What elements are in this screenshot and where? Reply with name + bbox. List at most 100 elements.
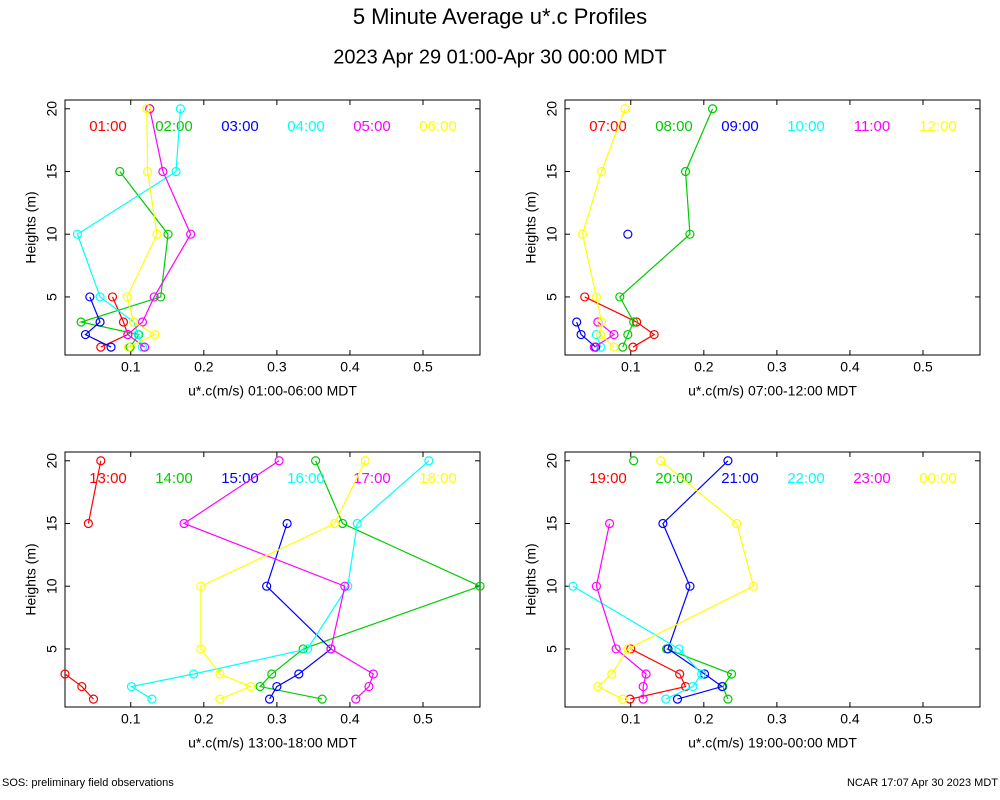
y-tick-label: 5	[544, 645, 560, 653]
data-point	[352, 518, 362, 529]
data-point	[604, 518, 615, 529]
data-point	[156, 292, 166, 302]
data-point	[623, 644, 633, 654]
data-point	[274, 456, 284, 466]
data-point	[150, 329, 160, 340]
series-line	[258, 460, 482, 700]
data-point	[629, 317, 639, 327]
legend-entry: 08:00	[655, 118, 693, 135]
data-point	[723, 456, 733, 466]
data-point	[179, 518, 189, 529]
data-point	[129, 317, 139, 327]
data-point	[699, 669, 710, 679]
data-point	[326, 644, 336, 654]
data-point	[641, 669, 651, 679]
data-point	[145, 104, 155, 114]
x-tick-label: 0.1	[121, 711, 141, 727]
data-point	[302, 644, 313, 654]
legend-entry: 05:00	[353, 118, 391, 135]
data-point	[196, 644, 206, 654]
x-tick-label: 0.5	[913, 711, 933, 727]
data-point	[142, 104, 152, 114]
data-point	[85, 292, 95, 302]
series-line	[634, 461, 732, 699]
data-point	[723, 694, 733, 704]
series-line	[584, 296, 656, 348]
legend-entry: 04:00	[287, 118, 325, 135]
x-tick-label: 0.3	[767, 711, 787, 727]
data-point	[123, 342, 134, 352]
data-point	[685, 581, 695, 591]
y-tick-label: 20	[44, 101, 60, 117]
series-line	[200, 460, 366, 700]
series-line	[76, 108, 182, 348]
data-point	[628, 342, 638, 352]
series-line	[64, 460, 102, 700]
series-line	[78, 171, 169, 348]
x-tick-label: 0.3	[267, 711, 287, 727]
series-line	[126, 108, 192, 348]
data-point	[282, 518, 292, 529]
y-tick-label: 20	[44, 453, 60, 469]
x-tick-label: 0.3	[767, 359, 787, 375]
series-line	[629, 648, 687, 700]
series-line	[572, 585, 703, 700]
x-tick-label: 0.2	[694, 359, 714, 375]
data-point	[294, 669, 304, 679]
legend-entry: 18:00	[419, 470, 457, 487]
legend-entry: 13:00	[89, 470, 127, 487]
data-point	[152, 229, 162, 239]
data-point	[264, 694, 275, 704]
data-point	[96, 342, 106, 352]
series-line	[129, 460, 430, 700]
data-point	[591, 292, 602, 302]
data-point	[142, 166, 153, 177]
data-point	[663, 644, 673, 654]
legend-entry: 01:00	[89, 118, 127, 135]
data-point	[424, 456, 434, 466]
data-point	[674, 644, 684, 654]
data-point	[649, 329, 659, 340]
data-point	[572, 317, 582, 327]
data-point	[589, 342, 599, 352]
y-tick-label: 5	[44, 293, 60, 301]
series-line	[662, 460, 729, 700]
data-point	[680, 166, 691, 177]
data-point	[188, 669, 199, 679]
data-point	[163, 229, 173, 239]
y-axis-label: Heights (m)	[23, 191, 39, 263]
y-tick-label: 10	[44, 578, 60, 594]
series-line	[596, 460, 755, 700]
y-tick-label: 20	[544, 101, 560, 117]
data-point	[656, 456, 666, 466]
legend-entry: 23:00	[853, 470, 891, 487]
series-line	[619, 108, 714, 348]
series-line	[577, 234, 628, 347]
x-tick-label: 0.2	[694, 711, 714, 727]
x-axis-label: u*.c(m/s) 07:00-12:00 MDT	[688, 383, 857, 399]
data-point	[618, 694, 628, 704]
data-point	[351, 694, 361, 704]
data-point	[568, 581, 578, 591]
y-axis-label: Heights (m)	[523, 191, 539, 263]
y-tick-label: 15	[44, 163, 60, 179]
data-point	[475, 581, 485, 591]
x-tick-label: 0.4	[840, 359, 860, 375]
y-tick-label: 15	[544, 515, 560, 531]
data-point	[140, 342, 150, 352]
data-point	[632, 317, 642, 327]
x-tick-label: 0.4	[340, 711, 360, 727]
legend-entry: 14:00	[155, 470, 193, 487]
data-point	[596, 166, 607, 177]
x-tick-label: 0.4	[340, 359, 360, 375]
data-point	[76, 317, 86, 327]
series-line	[126, 108, 158, 348]
data-point	[106, 342, 116, 352]
y-tick-label: 10	[544, 578, 560, 594]
data-point	[215, 694, 225, 704]
data-point	[623, 329, 633, 340]
data-point	[576, 329, 586, 340]
legend-entry: 10:00	[787, 118, 825, 135]
y-tick-label: 15	[544, 163, 560, 179]
legend-entry: 11:00	[854, 118, 890, 135]
